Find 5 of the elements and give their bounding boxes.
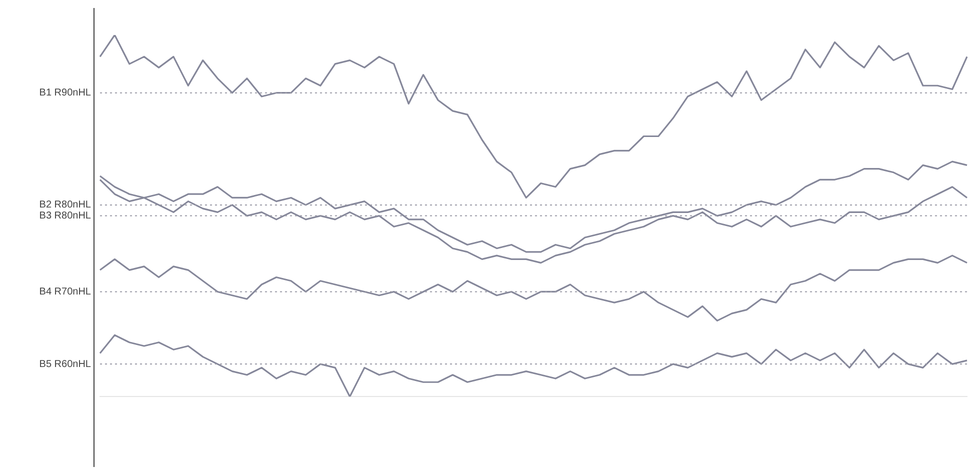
ref-line-label: B5 R60nHL: [39, 358, 92, 370]
ref-line-label: B4 R70nHL: [39, 286, 92, 298]
ref-line-label: B3 R80nHL: [39, 210, 92, 222]
ref-line-label: B2 R80nHL: [39, 200, 92, 211]
ref-line-label: B1 R90nHL: [39, 88, 92, 99]
